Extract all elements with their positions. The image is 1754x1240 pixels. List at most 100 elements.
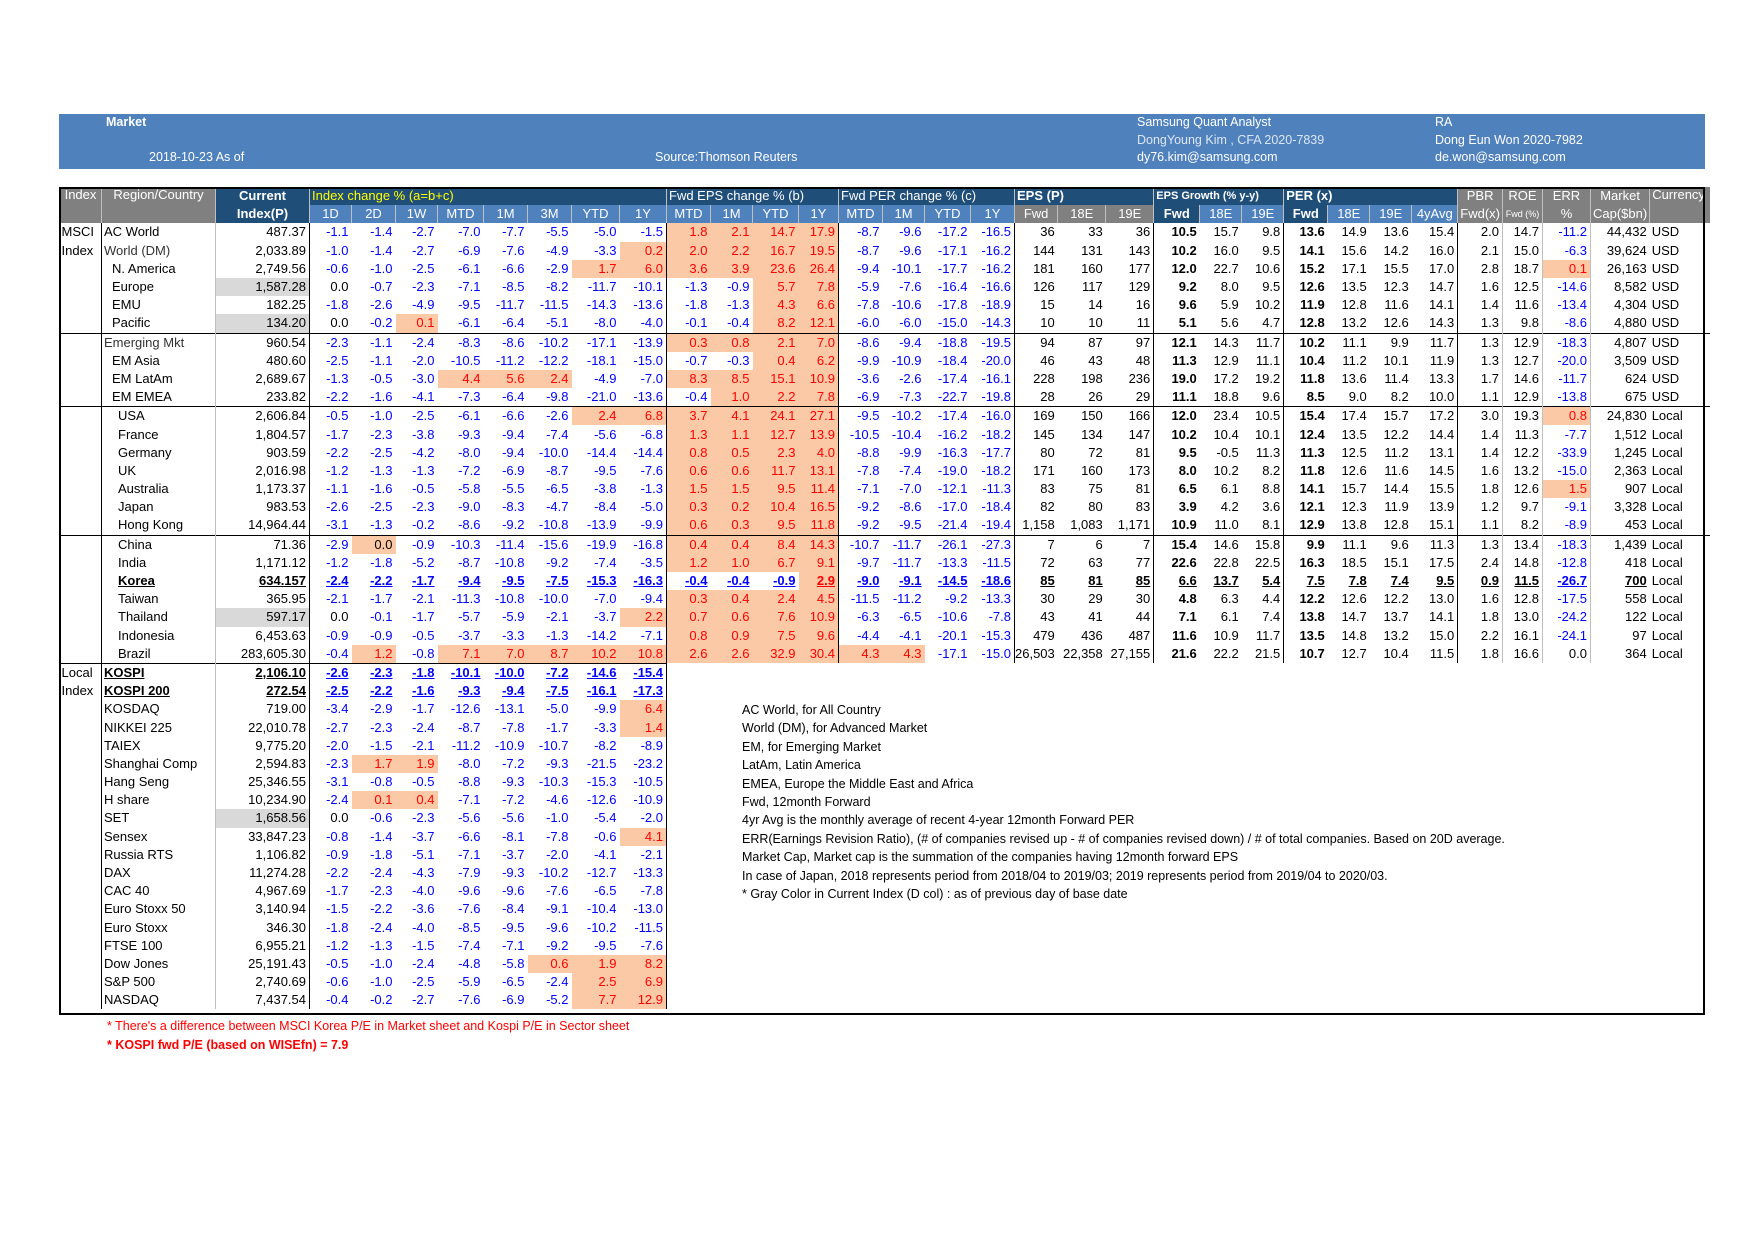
fwd-eps-change-value: -0.4 (666, 571, 711, 591)
per-value: 13.7 (1383, 609, 1409, 625)
index-change-value: 4.4 (437, 369, 484, 389)
per-value: 13.6 (1341, 370, 1367, 386)
per-value: 15.1 (1383, 554, 1409, 570)
err-value: -6.3 (1541, 241, 1591, 260)
index-change-value: -2.3 (370, 719, 393, 735)
roe-value: 14.6 (1501, 369, 1543, 389)
table-row: Emerging Mkt 960.54 -2.3 -1.1 -2.4 -8.3 -8.6 -1… (59, 332, 1710, 352)
index-group-label (60, 846, 102, 864)
fwd-per-change-value: -3.6 (838, 369, 883, 389)
index-change-value: -3.7 (594, 609, 617, 625)
index-group-label (59, 406, 102, 426)
index-change-value: -1.4 (370, 242, 393, 258)
current-index: 1,804.57 (215, 425, 310, 444)
index-change-value: -9.5 (502, 919, 525, 935)
eps-value: 27,155 (1110, 646, 1151, 662)
eps-value: 41 (1088, 609, 1103, 625)
fwd-eps-change-value: 0.6 (710, 608, 753, 627)
index-change-value: -11.5 (539, 297, 569, 313)
currency-value: Local (1649, 406, 1710, 426)
fwd-per-change-value: -7.0 (899, 481, 922, 497)
region-name: AC World (101, 223, 216, 242)
fwd-eps-change-value: 19.5 (798, 241, 839, 260)
market-cap-value: 364 (1589, 644, 1650, 664)
index-change-value: -1.0 (370, 974, 393, 990)
roe-value: 12.6 (1501, 480, 1543, 499)
fwd-per-change-value: -10.6 (891, 297, 922, 313)
index-change-value: -7.2 (502, 792, 525, 808)
market-cap-value: 1,439 (1589, 534, 1650, 554)
per-value: 14.1 (1283, 241, 1328, 260)
eps-value: 72 (1013, 553, 1058, 572)
empty-cell (665, 954, 1710, 974)
index-change-value: -0.4 (309, 644, 352, 664)
index-change-value: -7.4 (546, 426, 569, 442)
index-change-value: -7.1 (458, 846, 481, 862)
subhead-fwd-per: 1M (882, 205, 925, 224)
eps-growth-value: 12.9 (1213, 352, 1239, 368)
fwd-eps-change-value: 0.8 (666, 443, 711, 462)
region-name: Euro Stoxx (101, 918, 216, 937)
per-value: 13.5 (1283, 626, 1328, 645)
current-index: 33,847.23 (215, 827, 310, 846)
eps-growth-value: 15.8 (1241, 534, 1284, 554)
region-name: Taiwan (101, 590, 216, 609)
index-change-value: 0.6 (527, 954, 572, 974)
index-change-value: -0.2 (370, 315, 393, 331)
region-name: N. America (101, 259, 216, 278)
index-change-value: 0.1 (395, 314, 438, 333)
err-value: -15.0 (1541, 461, 1591, 480)
per-value: 11.2 (1384, 444, 1409, 460)
index-change-value: -1.4 (370, 828, 393, 844)
current-index: 2,740.69 (215, 973, 310, 992)
index-change-value: -10.1 (437, 662, 484, 683)
region-name: Brazil (101, 644, 216, 664)
empty-cell (665, 936, 1710, 955)
eps-value: 143 (1128, 242, 1151, 258)
fwd-per-change-value: -17.4 (937, 370, 968, 386)
index-change-value: -11.7 (587, 279, 617, 295)
fwd-eps-change-value: 6.6 (798, 296, 839, 315)
fwd-per-change-value: -7.4 (899, 462, 922, 478)
market-cap-value: 122 (1589, 608, 1650, 627)
eps-growth-value: 10.9 (1213, 627, 1239, 643)
fwd-eps-change-value: 1.8 (666, 223, 711, 242)
pbr-value: 1.8 (1457, 644, 1503, 664)
fwd-eps-change-value: 11.7 (752, 461, 799, 480)
index-change-value: -11.5 (634, 919, 663, 935)
fwd-eps-change-value: 6.2 (798, 351, 839, 370)
region-name: NASDAQ (101, 991, 216, 1010)
index-change-value: -6.1 (458, 315, 481, 331)
eps-value: 46 (1013, 351, 1058, 370)
fwd-eps-change-value: 10.9 (798, 369, 839, 389)
fwd-eps-change-value: 1.2 (666, 553, 711, 572)
footnote-1: * There's a difference between MSCI Kore… (107, 1019, 630, 1033)
col-err: ERR (1541, 187, 1591, 206)
index-change-value: -2.7 (412, 992, 435, 1008)
col-eps-growth: EPS Growth (% y-y) (1153, 187, 1284, 206)
eps-value: 63 (1088, 554, 1103, 570)
index-change-value: -8.5 (458, 919, 481, 935)
current-index: 7,437.54 (215, 991, 310, 1010)
eps-growth-value: 10.2 (1213, 462, 1239, 478)
index-group-label (60, 718, 102, 736)
current-index: 2,594.83 (215, 754, 310, 773)
per-value: 11.8 (1283, 369, 1328, 389)
index-change-value: -2.2 (309, 388, 352, 407)
fwd-per-change-value: -7.6 (899, 279, 922, 295)
eps-growth-value: 10.2 (1153, 425, 1200, 444)
index-change-value: -6.5 (502, 974, 525, 990)
currency-value: Local (1651, 627, 1683, 643)
roe-value: 16.6 (1501, 644, 1543, 664)
region-name: NIKKEI 225 (101, 718, 216, 737)
index-change-value: -2.7 (412, 224, 435, 240)
fwd-per-change-value: -19.4 (981, 517, 1011, 533)
index-change-value: -10.3 (437, 534, 484, 554)
fwd-per-change-value: -9.6 (899, 224, 922, 240)
err-value: -18.3 (1541, 534, 1591, 554)
current-index: 2,689.67 (215, 369, 310, 389)
per-value: 9.5 (1436, 573, 1455, 589)
region-name: KOSDAQ (101, 700, 216, 719)
fwd-eps-change-value: 27.1 (798, 406, 839, 426)
index-change-value: 0.4 (395, 791, 438, 810)
